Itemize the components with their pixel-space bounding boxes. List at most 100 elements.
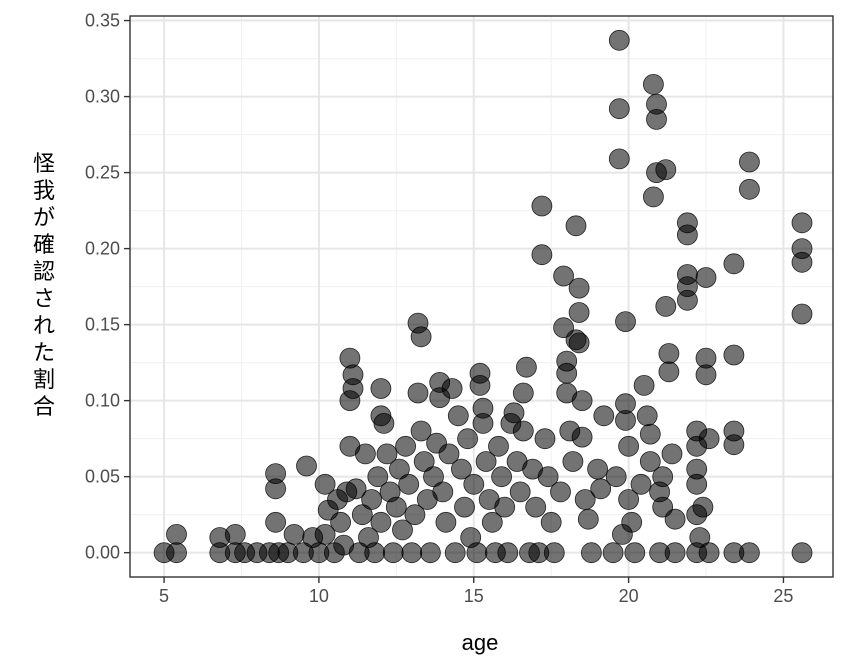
data-point <box>512 382 534 404</box>
data-point <box>531 244 553 266</box>
data-point <box>361 489 383 510</box>
data-point <box>639 423 661 445</box>
data-point <box>652 466 674 488</box>
y-tick-label: 0.15 <box>85 315 120 335</box>
data-point <box>367 466 389 488</box>
data-point <box>661 443 683 465</box>
y-tick-label: 0.00 <box>85 543 120 563</box>
data-point <box>550 481 571 503</box>
data-point <box>571 390 593 412</box>
data-point <box>296 455 317 477</box>
data-point <box>655 295 677 317</box>
data-point <box>689 527 711 548</box>
data-point <box>571 426 593 448</box>
data-point <box>646 109 667 130</box>
data-point <box>392 519 413 541</box>
data-point <box>695 267 717 288</box>
data-point <box>791 251 813 273</box>
data-point <box>692 496 714 518</box>
data-point <box>608 148 630 170</box>
data-point <box>791 212 813 234</box>
data-point <box>364 542 386 564</box>
data-point <box>463 473 485 495</box>
data-point <box>581 542 602 564</box>
data-point <box>633 374 655 396</box>
data-point <box>509 481 531 503</box>
data-point <box>658 343 680 364</box>
data-point <box>382 542 404 564</box>
data-point <box>698 428 720 450</box>
data-point <box>410 326 432 348</box>
data-point <box>494 496 516 518</box>
data-point <box>615 409 636 431</box>
data-point <box>695 364 717 386</box>
data-point <box>791 542 813 564</box>
data-point <box>370 378 392 399</box>
data-point <box>512 420 534 442</box>
data-point <box>643 186 664 208</box>
data-point <box>568 332 590 354</box>
y-axis-title: 怪我が確認された割合 <box>33 151 55 419</box>
data-points <box>153 29 813 564</box>
data-point <box>643 74 664 95</box>
data-point <box>345 478 367 500</box>
data-point <box>419 542 441 564</box>
data-point <box>723 434 745 456</box>
data-point <box>438 443 460 465</box>
x-tick-label: 25 <box>773 586 793 606</box>
data-point <box>577 508 599 530</box>
x-axis-title: age <box>462 630 499 655</box>
data-point <box>739 178 760 200</box>
data-point <box>568 302 590 323</box>
data-point <box>658 361 680 383</box>
data-point <box>639 451 661 472</box>
y-tick-label: 0.05 <box>85 467 120 487</box>
data-point <box>265 511 287 533</box>
data-point <box>491 466 513 488</box>
data-point <box>224 524 246 545</box>
data-point <box>354 443 376 465</box>
data-point <box>469 374 491 396</box>
data-point <box>454 496 475 518</box>
data-point <box>587 458 608 480</box>
data-point <box>398 473 420 495</box>
data-point <box>410 420 432 442</box>
data-point <box>435 511 457 533</box>
data-point <box>385 496 407 518</box>
y-tick-label: 0.35 <box>85 11 120 31</box>
data-point <box>677 289 698 311</box>
data-point <box>388 458 410 480</box>
data-point <box>543 542 565 564</box>
data-point <box>556 362 578 384</box>
data-point <box>630 473 652 495</box>
data-point <box>677 224 698 246</box>
x-tick-label: 5 <box>159 586 169 606</box>
data-point <box>537 466 559 488</box>
data-point <box>395 435 417 457</box>
data-point <box>447 405 469 427</box>
data-point <box>481 511 503 533</box>
x-tick-label: 10 <box>309 586 329 606</box>
data-point <box>370 511 392 533</box>
data-point <box>404 504 426 526</box>
data-point <box>376 443 398 465</box>
data-point <box>562 451 584 472</box>
data-point <box>565 215 587 237</box>
data-point <box>330 511 352 533</box>
data-point <box>608 29 630 51</box>
data-point <box>534 428 556 450</box>
data-point <box>401 542 423 564</box>
data-point <box>450 458 472 480</box>
data-point <box>283 524 305 545</box>
data-point <box>618 489 639 510</box>
data-point <box>723 344 745 366</box>
data-point <box>516 356 537 378</box>
minor-gridlines <box>130 16 833 577</box>
data-point <box>655 159 677 181</box>
y-tick-label: 0.20 <box>85 239 120 259</box>
data-point <box>475 451 497 472</box>
data-point <box>624 542 646 564</box>
data-point <box>618 435 639 457</box>
x-axis: 5 10 15 20 25 <box>159 577 793 606</box>
